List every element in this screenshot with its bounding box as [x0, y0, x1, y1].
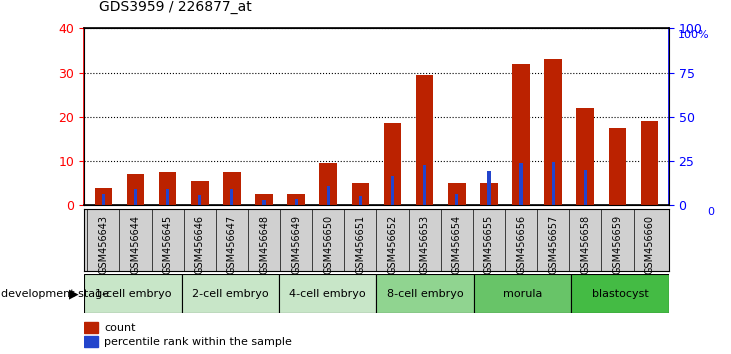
Bar [191, 181, 208, 205]
Bar [359, 196, 362, 205]
Text: GSM456658: GSM456658 [580, 215, 591, 274]
Bar [545, 59, 562, 205]
Text: GSM456643: GSM456643 [99, 215, 108, 274]
Bar [255, 194, 273, 205]
Bar [488, 171, 491, 205]
Bar [279, 274, 376, 313]
Text: GSM456644: GSM456644 [130, 215, 140, 274]
Text: GSM456656: GSM456656 [516, 215, 526, 274]
Bar [609, 128, 626, 205]
Text: 0: 0 [707, 207, 714, 217]
Bar [319, 163, 337, 205]
Text: GSM456659: GSM456659 [613, 215, 623, 274]
Bar [84, 274, 181, 313]
Text: GSM456655: GSM456655 [484, 215, 494, 274]
Text: 1-cell embryo: 1-cell embryo [94, 289, 171, 299]
Text: 2-cell embryo: 2-cell embryo [192, 289, 268, 299]
Bar [391, 176, 394, 205]
Text: GSM456648: GSM456648 [259, 215, 269, 274]
Bar [512, 64, 530, 205]
Text: GSM456646: GSM456646 [194, 215, 205, 274]
Bar [552, 162, 555, 205]
Bar [352, 183, 369, 205]
Bar [181, 274, 279, 313]
Bar [423, 165, 426, 205]
Bar [134, 189, 137, 205]
Bar [572, 274, 669, 313]
Bar [416, 75, 433, 205]
Bar [480, 183, 498, 205]
Text: GSM456650: GSM456650 [323, 215, 333, 274]
Bar [448, 183, 466, 205]
Text: 100%: 100% [678, 30, 709, 40]
Bar [455, 194, 458, 205]
Text: count: count [104, 322, 135, 332]
Text: GSM456652: GSM456652 [387, 215, 398, 274]
Bar [295, 199, 298, 205]
Text: GSM456649: GSM456649 [291, 215, 301, 274]
Bar [287, 194, 305, 205]
Text: blastocyst: blastocyst [592, 289, 648, 299]
Bar [577, 108, 594, 205]
Bar [94, 188, 112, 205]
Bar [584, 170, 587, 205]
Bar [198, 195, 201, 205]
Bar [230, 189, 233, 205]
Bar [166, 189, 169, 205]
Bar [223, 172, 240, 205]
Bar [474, 274, 572, 313]
Bar [262, 200, 265, 205]
Bar [376, 274, 474, 313]
Text: GDS3959 / 226877_at: GDS3959 / 226877_at [99, 0, 251, 14]
Bar [159, 172, 176, 205]
Text: GSM456653: GSM456653 [420, 215, 430, 274]
Text: development stage: development stage [1, 289, 109, 299]
Text: GSM456654: GSM456654 [452, 215, 462, 274]
Bar [126, 175, 144, 205]
Text: ▶: ▶ [69, 287, 78, 300]
Bar [84, 336, 98, 347]
Text: GSM456657: GSM456657 [548, 215, 558, 274]
Bar [102, 194, 105, 205]
Bar [327, 186, 330, 205]
Text: 4-cell embryo: 4-cell embryo [289, 289, 366, 299]
Text: GSM456645: GSM456645 [162, 215, 173, 274]
Text: percentile rank within the sample: percentile rank within the sample [104, 337, 292, 347]
Text: GSM456651: GSM456651 [355, 215, 366, 274]
Bar [520, 163, 523, 205]
Bar [384, 124, 401, 205]
Bar [84, 322, 98, 333]
Text: GSM456647: GSM456647 [227, 215, 237, 274]
Text: morula: morula [503, 289, 542, 299]
Text: 8-cell embryo: 8-cell embryo [387, 289, 463, 299]
Text: GSM456660: GSM456660 [645, 215, 654, 274]
Bar [641, 121, 659, 205]
